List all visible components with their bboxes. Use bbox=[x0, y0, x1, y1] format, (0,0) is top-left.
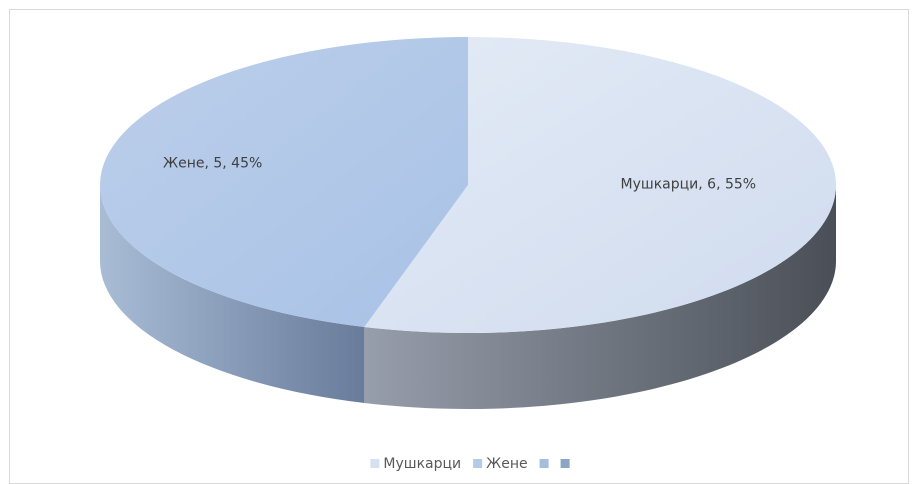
legend-marker bbox=[370, 459, 380, 468]
legend-marker bbox=[473, 459, 483, 468]
pie-slice-side bbox=[364, 185, 836, 410]
data-label: Мушкарци, 6, 55% bbox=[621, 177, 757, 193]
legend-label: Жене bbox=[486, 456, 527, 472]
data-label: Жене, 5, 45% bbox=[163, 155, 262, 171]
legend-marker bbox=[539, 459, 549, 468]
pie-slice-side bbox=[100, 185, 365, 404]
pie-slice bbox=[99, 37, 468, 328]
legend-marker bbox=[560, 459, 570, 468]
pie-slice bbox=[364, 37, 836, 333]
legend-label: Мушкарци bbox=[383, 456, 461, 472]
